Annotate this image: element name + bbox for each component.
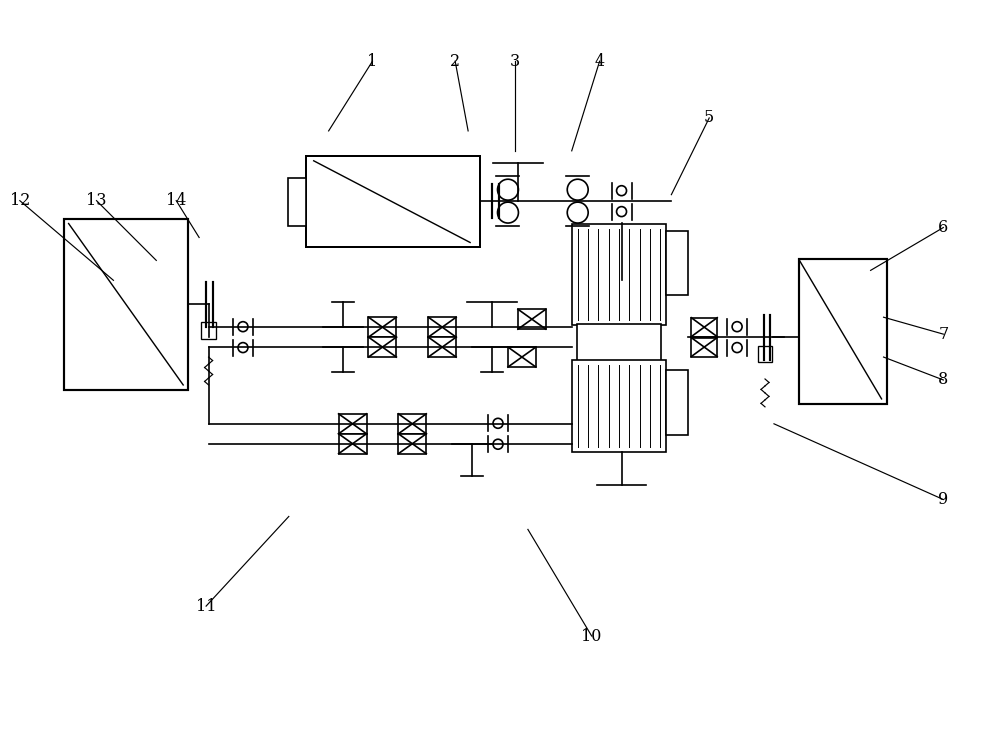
- Bar: [368, 317, 396, 337]
- Bar: [508, 347, 536, 367]
- Bar: [288, 178, 306, 226]
- Bar: [577, 324, 661, 362]
- Text: 9: 9: [938, 491, 948, 508]
- Bar: [691, 338, 717, 357]
- Bar: [691, 318, 717, 337]
- Text: 8: 8: [938, 372, 948, 389]
- Bar: [398, 434, 426, 453]
- Text: 7: 7: [938, 326, 948, 343]
- Text: 4: 4: [595, 53, 605, 70]
- Bar: [428, 317, 456, 337]
- Bar: [398, 414, 426, 434]
- Text: 14: 14: [166, 192, 186, 209]
- Bar: [758, 346, 772, 362]
- Bar: [339, 434, 367, 453]
- Text: 10: 10: [581, 628, 602, 645]
- Bar: [201, 322, 216, 339]
- Text: 6: 6: [938, 219, 948, 236]
- Bar: [339, 414, 367, 434]
- Bar: [368, 337, 396, 357]
- Bar: [572, 223, 666, 325]
- Text: 13: 13: [86, 192, 107, 209]
- Bar: [306, 156, 480, 248]
- Text: 2: 2: [450, 53, 460, 70]
- Text: 1: 1: [367, 53, 378, 70]
- Text: 3: 3: [510, 53, 520, 70]
- Bar: [572, 360, 666, 452]
- Bar: [666, 231, 688, 295]
- Bar: [799, 260, 887, 404]
- Text: 11: 11: [196, 597, 216, 614]
- Bar: [428, 337, 456, 357]
- Bar: [64, 219, 188, 390]
- Bar: [666, 370, 688, 435]
- Bar: [518, 309, 546, 329]
- Text: 5: 5: [704, 110, 714, 126]
- Text: 12: 12: [10, 192, 30, 209]
